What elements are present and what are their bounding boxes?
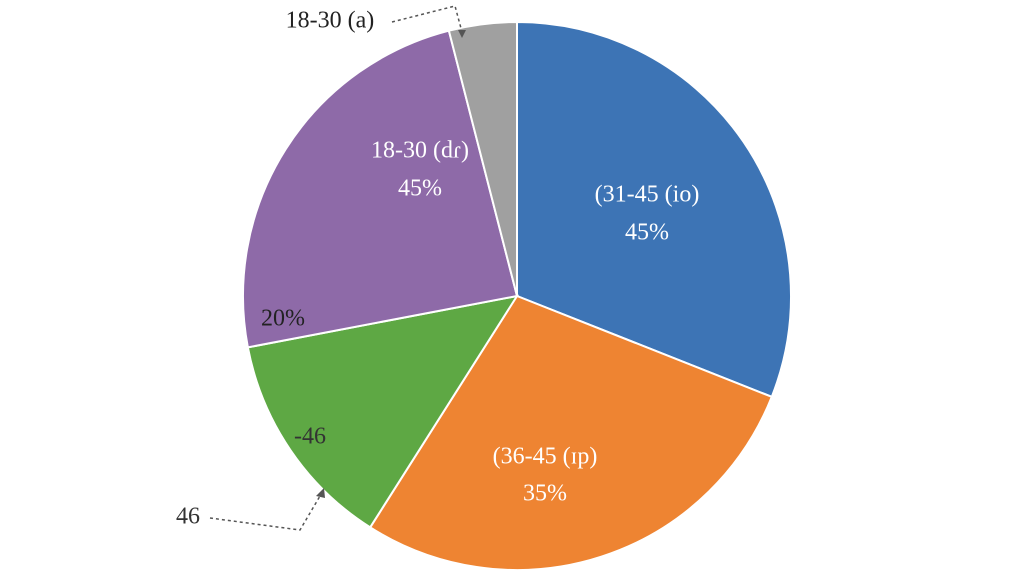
labels: (31-45 (io) 45% (36-45 (ɪp) 35% 18-30 (dɾ) 45… [176, 8, 699, 530]
slice-label: 35% [523, 481, 567, 507]
leader-line [209, 495, 321, 531]
arrow-head [458, 30, 466, 38]
pie-slice [242, 29, 519, 349]
pie [242, 20, 792, 571]
slice-label: (36-45 (ɪp) [493, 444, 598, 470]
slice-label: -46 [294, 424, 326, 450]
slice-label: 18-30 (dɾ) [371, 138, 469, 164]
slice-label: 45% [625, 220, 669, 246]
arrow-head [316, 488, 325, 498]
slice-label: 46 [176, 504, 200, 530]
slice-label: 45% [398, 176, 442, 202]
leader-line [391, 5, 463, 33]
slice-label: (31-45 (io) [595, 182, 700, 208]
pie-slice [246, 294, 520, 529]
pie-slice [516, 20, 792, 399]
pie-slice [447, 20, 518, 297]
slice-label: 18-30 (a) [286, 8, 375, 34]
slice-label: 20% [261, 306, 305, 332]
pie-slice [368, 294, 774, 571]
